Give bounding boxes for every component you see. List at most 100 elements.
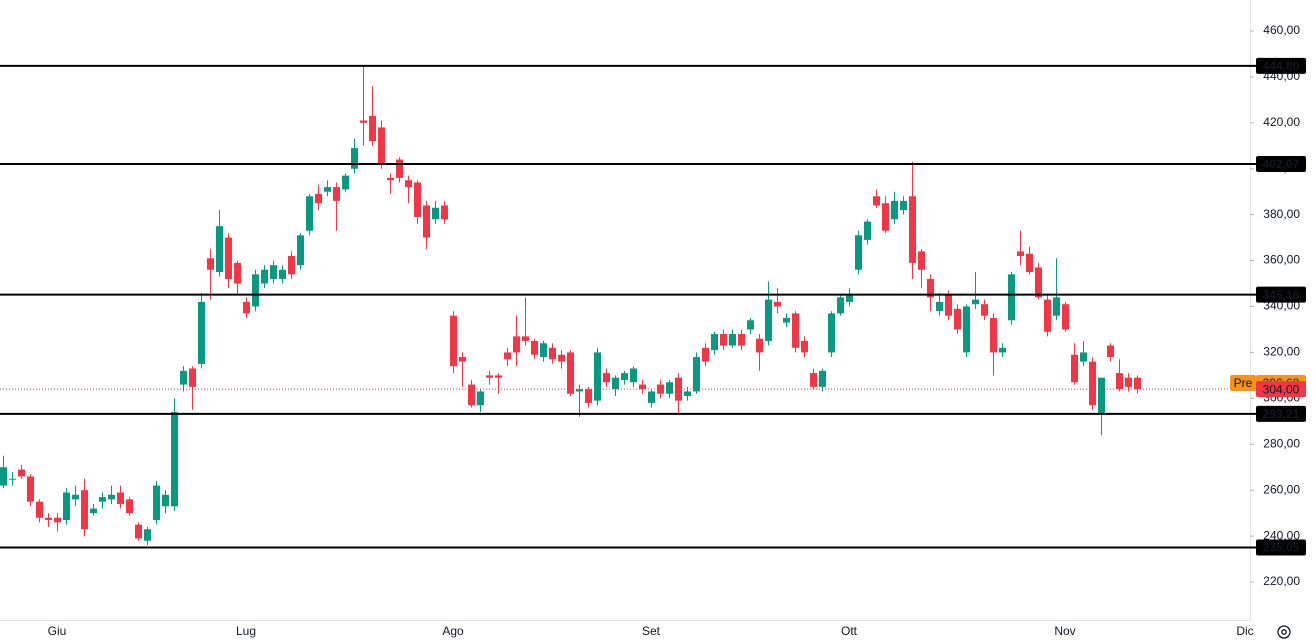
settings-icon[interactable]: [1277, 625, 1291, 639]
candle-body: [1080, 352, 1087, 362]
candle-body: [423, 205, 430, 238]
candle-body: [1062, 304, 1069, 330]
candle-body: [405, 180, 412, 188]
level-label: 402,07: [1263, 157, 1300, 171]
candle-body: [369, 115, 376, 142]
candle-body: [261, 269, 268, 284]
y-tick-label: 420,00: [1263, 115, 1300, 129]
candle-body: [54, 517, 61, 523]
candle-body: [135, 524, 142, 539]
candle-body: [720, 334, 727, 346]
candle-body: [225, 237, 232, 279]
candle-body: [360, 120, 367, 123]
candle-body: [972, 299, 979, 305]
candle-body: [954, 308, 961, 330]
candle-body: [180, 370, 187, 385]
candle-body: [666, 382, 673, 394]
candle-body: [1035, 267, 1042, 298]
candle-body: [603, 373, 610, 383]
candle-body: [198, 301, 205, 364]
candle-body: [522, 336, 529, 341]
candle-body: [297, 235, 304, 266]
candle-body: [72, 494, 79, 500]
candle-body: [477, 391, 484, 406]
level-label: 293,21: [1263, 407, 1300, 421]
candle-body: [387, 177, 394, 181]
candle-body: [0, 467, 7, 486]
candle-body: [36, 501, 43, 518]
candle-body: [171, 412, 178, 507]
candle-body: [207, 258, 214, 270]
candle-body: [990, 317, 997, 353]
candle-body: [504, 352, 511, 360]
candle-body: [963, 306, 970, 353]
candle-body: [747, 320, 754, 330]
candle-body: [918, 251, 925, 270]
level-label-box: [1256, 539, 1306, 556]
candle-body: [1026, 253, 1033, 273]
candle-body: [1089, 361, 1096, 406]
candle-body: [315, 193, 322, 204]
x-tick-label: Nov: [1054, 624, 1075, 638]
candle-body: [450, 315, 457, 367]
y-tick-label: 380,00: [1263, 207, 1300, 221]
candle-body: [621, 373, 628, 380]
candle-body: [783, 317, 790, 323]
candle-body: [162, 494, 169, 507]
level-label-box: [1256, 57, 1306, 74]
candle-body: [828, 313, 835, 353]
candle-body: [243, 301, 250, 314]
candle-body: [1098, 377, 1105, 415]
candle-body: [468, 384, 475, 406]
candle-body: [585, 389, 592, 403]
candle-body: [414, 182, 421, 217]
premarket-tag: Pre: [1234, 376, 1253, 390]
candle-body: [342, 175, 349, 190]
candle-body: [819, 370, 826, 387]
x-tick-label: Ott: [841, 624, 858, 638]
candle-body: [216, 226, 223, 273]
candle-body: [351, 148, 358, 169]
candle-body: [1134, 377, 1141, 390]
candle-body: [765, 299, 772, 341]
candle-body: [81, 490, 88, 530]
candle-body: [864, 221, 871, 240]
candle-body: [108, 494, 115, 500]
candle-body: [279, 269, 286, 279]
candle-body: [837, 297, 844, 314]
y-tick-label: 320,00: [1263, 345, 1300, 359]
candle-body: [801, 340, 808, 353]
candle-body: [774, 301, 781, 307]
candle-body: [45, 517, 52, 521]
candle-body: [378, 127, 385, 165]
candle-body: [576, 389, 583, 392]
candle-body: [459, 357, 466, 362]
candle-body: [18, 469, 25, 477]
candle-body: [567, 352, 574, 394]
candle-body: [531, 340, 538, 355]
candle-body: [126, 499, 133, 514]
candle-body: [432, 207, 439, 220]
candle-body: [441, 205, 448, 220]
x-tick-label: Set: [642, 624, 661, 638]
last-price-box: [1256, 381, 1306, 398]
level-label-box: [1256, 286, 1306, 303]
candle-body: [234, 262, 241, 284]
level-label-box: [1256, 155, 1306, 172]
candle-body: [333, 187, 340, 201]
candle-body: [594, 352, 601, 401]
candle-body: [1044, 299, 1051, 332]
candle-body: [1008, 274, 1015, 321]
y-tick-label: 460,00: [1263, 23, 1300, 37]
candle-body: [792, 313, 799, 348]
candle-body: [99, 497, 106, 502]
candle-body: [90, 508, 97, 514]
x-tick-label: Lug: [236, 624, 256, 638]
candle-body: [855, 235, 862, 270]
candle-body: [1017, 251, 1024, 256]
level-label: 345,16: [1263, 288, 1300, 302]
candle-body: [711, 334, 718, 351]
candle-body: [882, 203, 889, 231]
candle-body: [738, 334, 745, 346]
